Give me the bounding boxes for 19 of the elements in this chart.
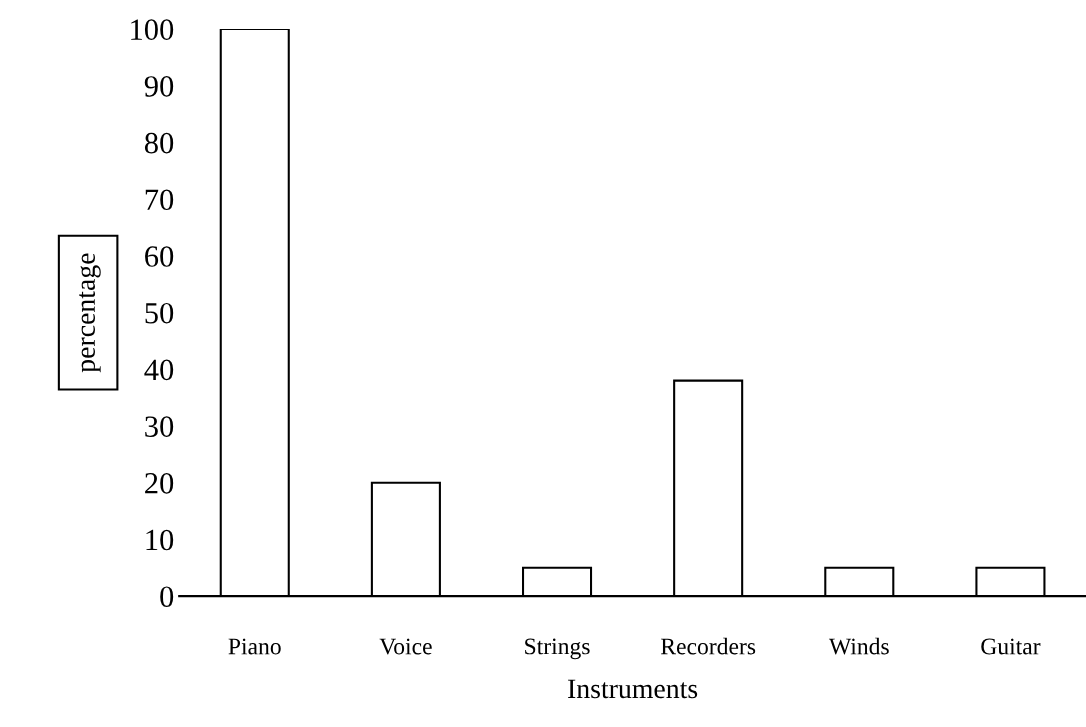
x-tick-label: Guitar <box>981 638 1041 655</box>
y-tick-label: 60 <box>145 246 174 267</box>
x-tick-label: Recorders <box>660 637 756 655</box>
x-axis-title: Instruments <box>568 679 698 699</box>
x-tick-label: Winds <box>828 637 889 655</box>
x-tick-label: Piano <box>228 638 281 655</box>
y-tick-label: 70 <box>145 189 174 211</box>
x-tick-label: Voice <box>379 638 432 655</box>
y-tick-label: 20 <box>145 473 174 494</box>
y-tick-label: 0 <box>160 586 174 608</box>
y-tick-label: 80 <box>144 132 174 154</box>
y-tick-label: 30 <box>145 416 174 437</box>
y-tick-label: 100 <box>131 19 174 40</box>
y-tick-label: 50 <box>145 302 174 324</box>
y-tick-label: 40 <box>144 359 174 381</box>
x-tick-label: Strings <box>525 638 590 660</box>
y-axis-title: percentage <box>79 253 101 373</box>
y-tick-label: 90 <box>144 76 174 97</box>
y-tick-label: 10 <box>146 529 174 551</box>
